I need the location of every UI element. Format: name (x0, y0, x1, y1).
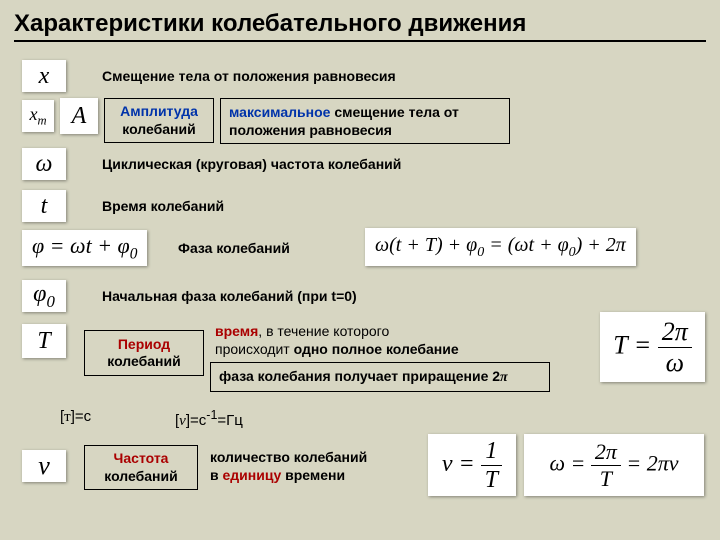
formula-phase: φ = ωt + φ0 (22, 230, 147, 266)
symbol-x: x (22, 60, 66, 92)
desc-period-phase: фаза колебания получает приращение 2π (210, 362, 550, 392)
title-underline (14, 40, 706, 42)
desc-period-time: время, в течение которогопроисходит одно… (215, 322, 535, 358)
symbol-A: A (60, 98, 98, 134)
desc-amplitude: максимальное смещение тела от положения … (220, 98, 510, 144)
symbol-phi0: φ0 (22, 280, 66, 312)
symbol-omega: ω (22, 148, 66, 180)
symbol-t: t (22, 190, 66, 222)
page-title: Характеристики колебательного движения (0, 0, 720, 40)
desc-time: Время колебаний (102, 198, 224, 214)
symbol-nu: ν (22, 450, 66, 482)
formula-period: T = 2πω (600, 312, 705, 382)
desc-phase: Фаза колебаний (178, 240, 290, 256)
desc-frequency: количество колебанийв единицу времени (210, 448, 420, 484)
desc-angular: Циклическая (круговая) частота колебаний (102, 156, 401, 172)
formula-nu: ν = 1T (428, 434, 516, 496)
symbol-xm: xm (22, 100, 54, 132)
formula-omega-nu: ω = 2πT = 2πν (524, 434, 704, 496)
unit-frequency: [ν]=с-1=Гц (175, 408, 243, 430)
label-frequency: Частотаколебаний (84, 445, 198, 490)
unit-period: [т]=с (60, 408, 91, 426)
label-amplitude: Амплитудаколебаний (104, 98, 214, 143)
label-period: Периодколебаний (84, 330, 204, 376)
desc-initial-phase: Начальная фаза колебаний (при t=0) (102, 288, 357, 304)
formula-phase-long: ω(t + T) + φ0 = (ωt + φ0) + 2π (365, 228, 636, 266)
desc-displacement: Смещение тела от положения равновесия (102, 68, 396, 84)
symbol-T: T (22, 324, 66, 358)
